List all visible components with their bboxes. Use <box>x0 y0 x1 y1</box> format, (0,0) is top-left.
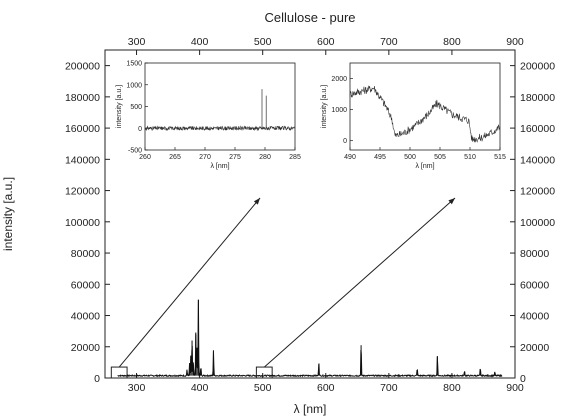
y-tick-label: 160000 <box>65 123 100 135</box>
inset-y-tick-label: 500 <box>130 104 142 111</box>
top-tick-label: 400 <box>191 36 209 48</box>
zoom-arrow-head <box>253 198 260 205</box>
arrow-layer <box>118 197 456 368</box>
y-tick-label: 140000 <box>65 154 100 166</box>
y-tick-label: 120000 <box>65 186 100 198</box>
inset-x-tick-label: 490 <box>344 154 356 161</box>
inset-y-tick-label: 0 <box>343 138 347 145</box>
right-tick-label: 20000 <box>520 342 549 354</box>
y-tick-label: 100000 <box>65 217 100 229</box>
inset-y-title: intensity [a.u.] <box>321 85 328 128</box>
top-tick-label: 900 <box>506 36 524 48</box>
spectrum-line <box>117 299 503 378</box>
zoom-arrow <box>118 197 261 368</box>
right-tick-label: 80000 <box>520 248 549 260</box>
right-tick-label: 140000 <box>520 154 555 166</box>
series-layer <box>117 299 503 378</box>
top-tick-label: 800 <box>443 36 461 48</box>
right-tick-label: 200000 <box>520 61 555 73</box>
tick-layer: 300 400 500 600 700 800 900 300 400 500 600 700 800 9… <box>65 36 555 394</box>
right-tick-label: 180000 <box>520 92 555 104</box>
y-tick-label: 60000 <box>71 279 100 291</box>
zoom-arrow-head <box>448 198 455 205</box>
inset-x-tick-label: 515 <box>494 154 506 161</box>
inset-x-tick-label: 505 <box>434 154 446 161</box>
inset-y-tick-label: 2000 <box>331 76 347 83</box>
x-tick-label: 800 <box>443 382 461 394</box>
y-tick-label: 200000 <box>65 61 100 73</box>
plot-frame <box>104 49 516 379</box>
zoom-arrow <box>263 197 456 368</box>
inset-x-tick-label: 275 <box>229 154 241 161</box>
y-tick-label: 0 <box>94 373 100 385</box>
inset-y-tick-label: -500 <box>128 148 142 155</box>
y-tick-label: 40000 <box>71 311 100 323</box>
inset-x-tick-label: 270 <box>199 154 211 161</box>
inset-spectrum-line <box>144 125 295 132</box>
right-tick-label: 100000 <box>520 217 555 229</box>
right-tick-label: 60000 <box>520 279 549 291</box>
x-tick-label: 900 <box>506 382 524 394</box>
y-tick-label: 180000 <box>65 92 100 104</box>
y-tick-label: 80000 <box>71 248 100 260</box>
inset-spectrum-line <box>349 85 501 143</box>
inset-y-tick-label: 1500 <box>126 61 142 68</box>
inset-x-tick-label: 495 <box>374 154 386 161</box>
x-tick-label: 400 <box>191 382 209 394</box>
right-tick-label: 40000 <box>520 311 549 323</box>
inset-x-tick-label: 500 <box>404 154 416 161</box>
right-tick-label: 0 <box>520 373 526 385</box>
top-tick-label: 700 <box>380 36 398 48</box>
inset-x-tick-label: 510 <box>464 154 476 161</box>
inset-x-tick-label: 260 <box>139 154 151 161</box>
right-tick-label: 160000 <box>520 123 555 135</box>
inset-x-title: λ [nm] <box>415 163 434 170</box>
x-tick-label: 600 <box>317 382 335 394</box>
top-tick-label: 600 <box>317 36 335 48</box>
inset-y-tick-label: 1000 <box>126 82 142 89</box>
inset-y-title: intensity [a.u.] <box>116 85 123 128</box>
inset-x-title: λ [nm] <box>210 163 229 170</box>
x-axis-title: λ [nm] <box>294 402 327 416</box>
y-tick-label: 20000 <box>71 342 100 354</box>
x-tick-label: 700 <box>380 382 398 394</box>
x-tick-label: 300 <box>128 382 146 394</box>
x-tick-label: 500 <box>254 382 272 394</box>
right-tick-label: 120000 <box>520 186 555 198</box>
inset-x-tick-label: 280 <box>259 154 271 161</box>
inset-layer: 260 265 270 275 280 285 -500 0 500 1000 1500 λ [nm]… <box>116 61 506 171</box>
top-tick-label: 300 <box>128 36 146 48</box>
inset-y-tick-label: 0 <box>138 126 142 133</box>
chart-title: Cellulose - pure <box>264 10 355 25</box>
inset-frame <box>349 62 501 151</box>
inset-y-tick-label: 1000 <box>331 107 347 114</box>
top-tick-label: 500 <box>254 36 272 48</box>
inset-x-tick-label: 285 <box>289 154 301 161</box>
inset-frame <box>144 62 296 151</box>
inset-x-tick-label: 265 <box>169 154 181 161</box>
y-axis-title: intensity [a.u.] <box>1 177 15 251</box>
